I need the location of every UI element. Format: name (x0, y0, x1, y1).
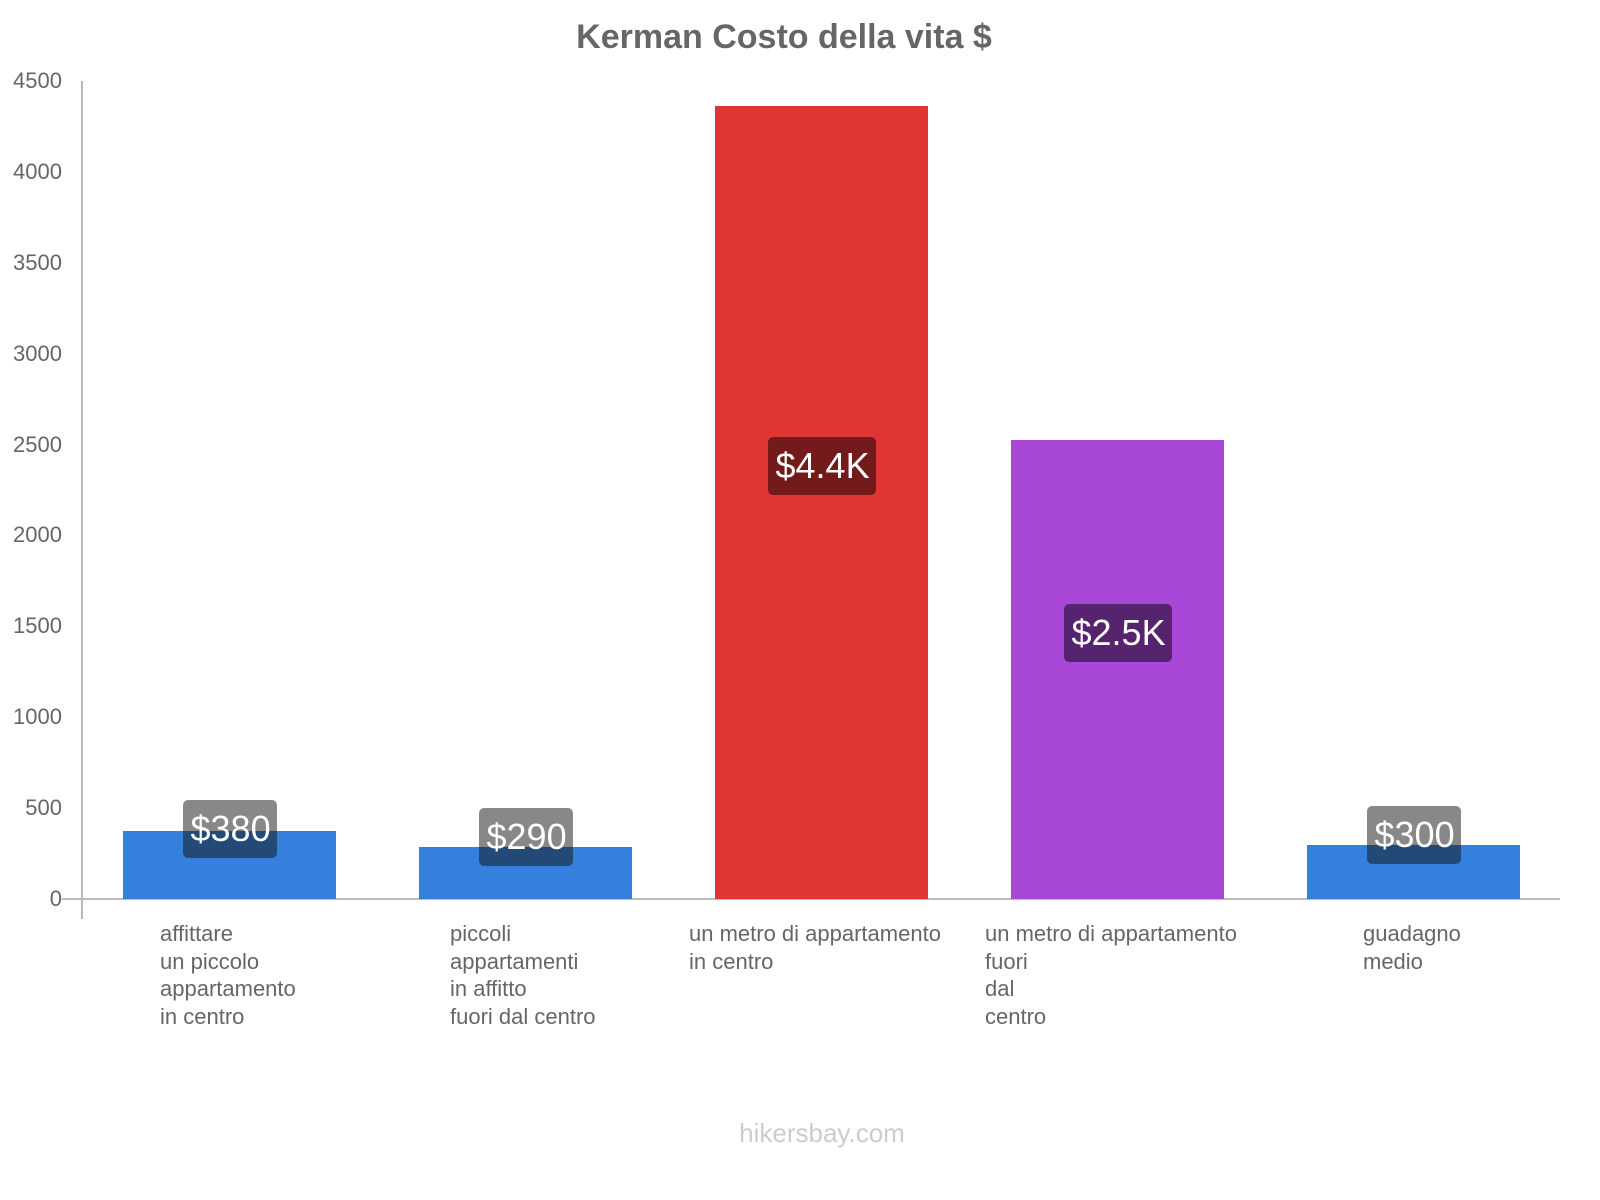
bar[interactable] (715, 106, 928, 899)
value-label: $300 (1366, 806, 1461, 864)
value-label: $290 (478, 808, 573, 866)
value-label: $4.4K (767, 437, 876, 495)
x-axis-label: piccoli appartamenti in affitto fuori da… (450, 921, 596, 1029)
y-tick-label: 500 (25, 795, 62, 821)
x-axis-label: guadagno medio (1363, 921, 1461, 974)
x-axis-label: un metro di appartamento fuori dal centr… (985, 921, 1237, 1029)
y-axis-line (81, 81, 83, 919)
y-tick-label: 0 (49, 886, 62, 911)
y-tick-label: 3500 (13, 249, 62, 275)
watermark: hikersbay.com (739, 1118, 905, 1148)
x-axis-line (62, 898, 1560, 900)
chart-title: Kerman Costo della vita $ (576, 18, 992, 56)
y-tick-label: 1000 (13, 704, 62, 730)
value-label: $2.5K (1063, 604, 1172, 662)
value-label: $380 (182, 800, 277, 858)
x-axis-label: un metro di appartamento in centro (689, 921, 941, 974)
y-tick-label: 4000 (13, 158, 62, 184)
y-tick-label: 1500 (13, 613, 62, 639)
bar[interactable] (1011, 440, 1224, 899)
y-tick-label: 4500 (13, 68, 62, 93)
y-tick-label: 3000 (13, 340, 62, 366)
y-tick-label: 2500 (13, 431, 62, 457)
y-tick-label: 2000 (13, 522, 62, 548)
x-axis-label: affittare un piccolo appartamento in cen… (160, 921, 296, 1029)
